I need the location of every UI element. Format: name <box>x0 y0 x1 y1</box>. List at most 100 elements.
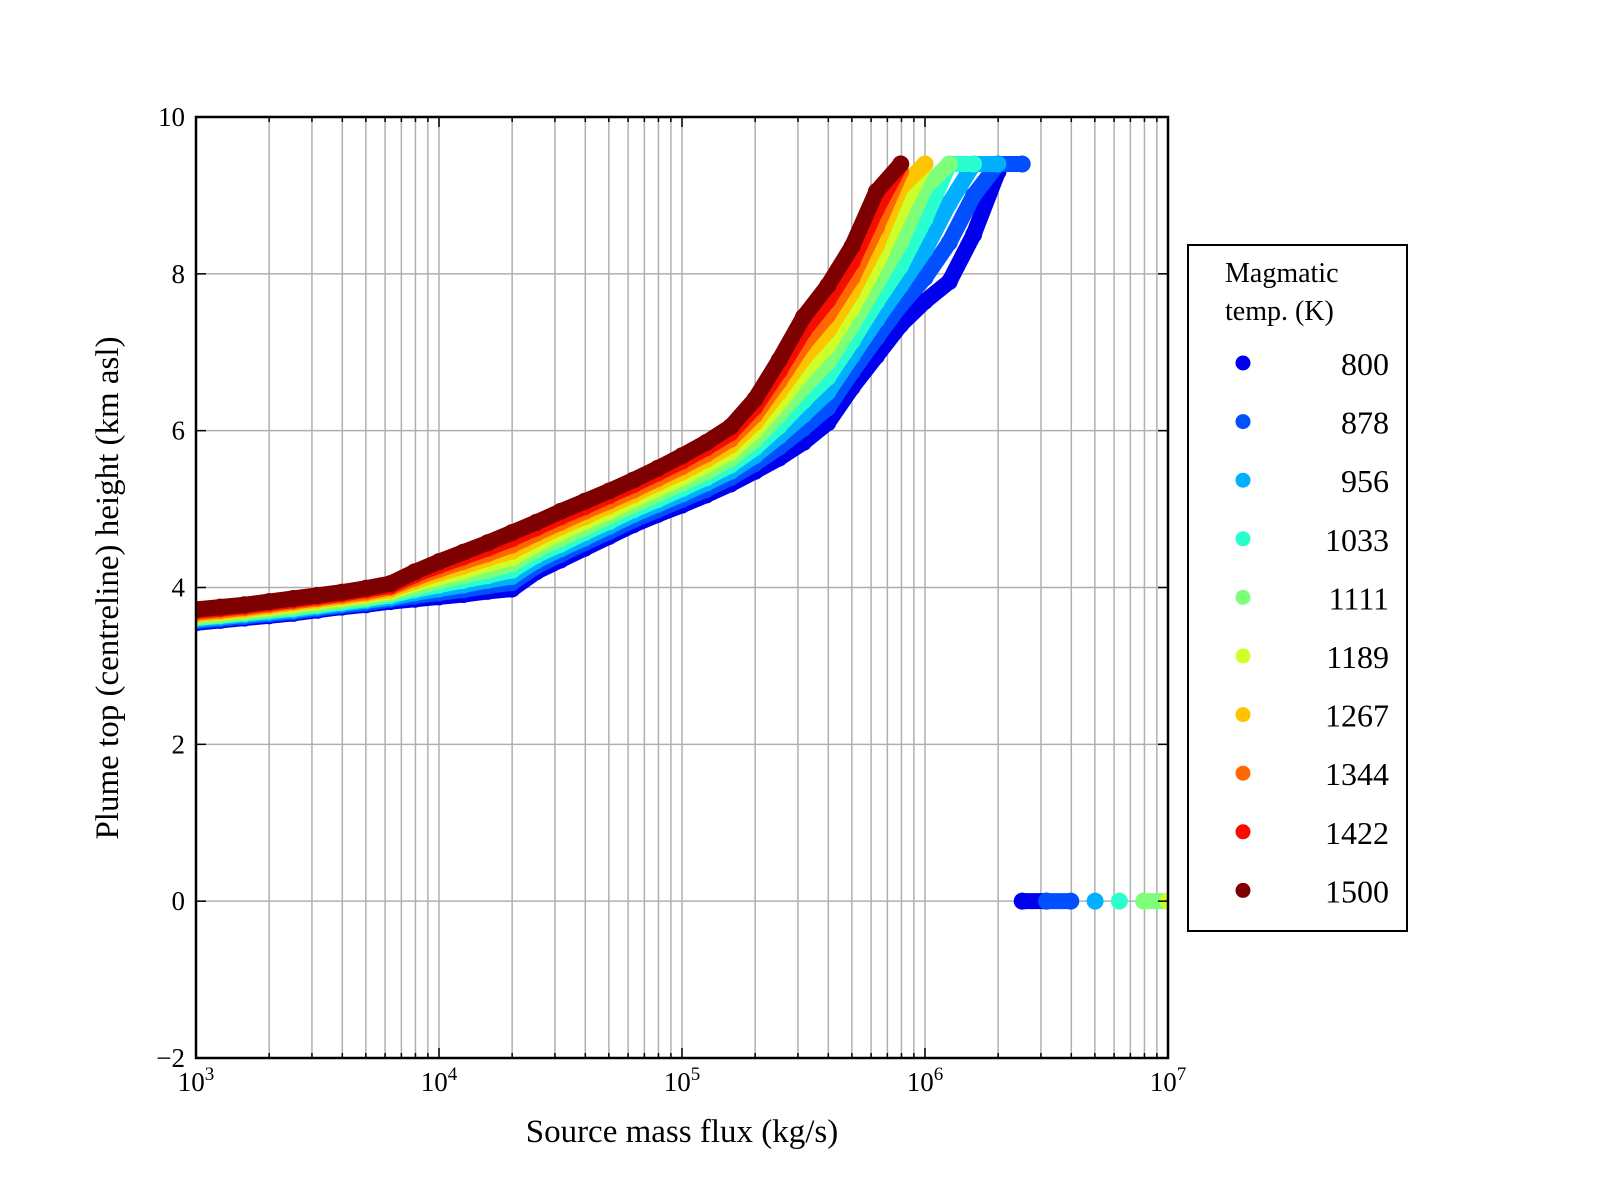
data-point <box>770 351 788 369</box>
data-point <box>867 182 885 200</box>
data-point <box>1013 155 1031 173</box>
data-point <box>1110 892 1128 910</box>
series-956 <box>196 155 1104 910</box>
data-point <box>916 269 934 287</box>
legend-marker <box>1235 531 1251 547</box>
data-marks <box>196 155 1168 910</box>
data-point <box>1086 892 1104 910</box>
legend-label: 1344 <box>1325 756 1389 792</box>
legend-marker <box>1235 882 1251 898</box>
data-point <box>916 241 934 259</box>
data-point <box>746 390 764 408</box>
data-point <box>1013 892 1031 910</box>
data-point <box>196 600 205 618</box>
data-point <box>965 226 983 244</box>
y-tick-label: 8 <box>172 259 186 289</box>
series-1033 <box>196 155 1128 910</box>
legend-marker <box>1235 472 1251 488</box>
legend-label: 1500 <box>1325 873 1389 909</box>
legend-item-1422: 1422 <box>1235 815 1389 851</box>
data-point <box>333 583 351 601</box>
data-point <box>576 492 594 510</box>
y-axis-label: Plume top (centreline) height (km asl) <box>90 336 126 839</box>
data-point <box>1135 892 1153 910</box>
data-point <box>940 194 958 212</box>
legend-item-1189: 1189 <box>1235 639 1389 675</box>
data-point <box>989 155 1007 173</box>
y-tick-label: −2 <box>156 1043 185 1073</box>
data-point <box>211 598 229 616</box>
legend-label: 956 <box>1341 463 1389 499</box>
x-tick-base: 10 <box>1150 1067 1177 1097</box>
data-point <box>795 308 812 326</box>
x-tick-base: 10 <box>907 1067 934 1097</box>
grid <box>195 116 1168 1059</box>
data-point <box>649 459 667 477</box>
data-point <box>527 513 545 531</box>
data-point <box>916 155 934 173</box>
legend-title-line-1: Magmatic <box>1225 258 1339 289</box>
data-point <box>722 418 740 436</box>
data-point <box>673 447 691 465</box>
y-tick-label: 10 <box>158 102 185 132</box>
legend-label: 1111 <box>1329 580 1389 616</box>
data-point <box>843 237 861 255</box>
data-point <box>236 596 254 614</box>
legend-label: 800 <box>1341 346 1389 382</box>
data-point <box>406 563 424 581</box>
legend-marker <box>1235 824 1251 840</box>
legend-marker <box>1235 765 1251 781</box>
x-tick-label: 107 <box>1150 1064 1187 1097</box>
x-tick-exponent: 7 <box>1177 1064 1187 1085</box>
data-point <box>260 593 278 611</box>
legend-box <box>1187 244 1408 932</box>
legend-items: 800 878 956 1033 1111 1189 1267 1344 1422 1500 <box>1235 346 1389 909</box>
legend-label: 1189 <box>1326 639 1389 675</box>
x-tick-label: 106 <box>907 1064 944 1097</box>
y-tick-label: 4 <box>172 573 186 603</box>
legend-label: 1033 <box>1325 522 1389 558</box>
legend-marker <box>1235 707 1251 723</box>
data-point <box>940 273 958 291</box>
x-tick-base: 10 <box>664 1067 691 1097</box>
legend: Magmatic temp. (K) 800 878 956 1033 1111 1189… <box>1187 244 1408 932</box>
y-tick-label: 0 <box>172 886 186 916</box>
data-point <box>965 155 983 173</box>
legend-marker <box>1235 589 1251 605</box>
y-tick-label: 6 <box>172 416 186 446</box>
data-point <box>284 589 302 607</box>
x-tick-base: 10 <box>178 1067 205 1097</box>
legend-item-1267: 1267 <box>1235 698 1389 734</box>
legend-item-956: 956 <box>1235 463 1389 499</box>
x-tick-label: 103 <box>178 1064 215 1097</box>
data-point <box>940 155 958 173</box>
legend-item-1033: 1033 <box>1235 522 1389 558</box>
data-point <box>381 575 399 593</box>
legend-item-1344: 1344 <box>1235 756 1389 792</box>
x-tick-base: 10 <box>421 1067 448 1097</box>
legend-marker <box>1235 355 1251 371</box>
x-tick-exponent: 4 <box>448 1064 458 1085</box>
data-point <box>916 292 934 310</box>
y-tick-label: 2 <box>172 729 186 759</box>
data-point <box>503 524 521 542</box>
x-tick-labels: 103 104 105 106 107 <box>178 1064 1187 1097</box>
ticks <box>195 116 1168 1059</box>
x-axis-label: Source mass flux (kg/s) <box>526 1114 839 1150</box>
legend-label: 1267 <box>1325 698 1389 734</box>
data-point <box>430 553 448 571</box>
data-point <box>940 233 958 251</box>
legend-marker <box>1235 414 1251 430</box>
legend-marker <box>1235 648 1251 664</box>
legend-item-1111: 1111 <box>1235 580 1389 616</box>
data-point <box>479 534 497 552</box>
data-point <box>454 543 472 561</box>
legend-title-line-2: temp. (K) <box>1225 296 1334 327</box>
legend-item-878: 878 <box>1235 405 1389 441</box>
legend-item-800: 800 <box>1235 346 1389 382</box>
data-point <box>309 586 326 604</box>
data-point <box>965 186 983 204</box>
series-1500 <box>196 155 910 618</box>
x-tick-exponent: 6 <box>934 1064 944 1085</box>
